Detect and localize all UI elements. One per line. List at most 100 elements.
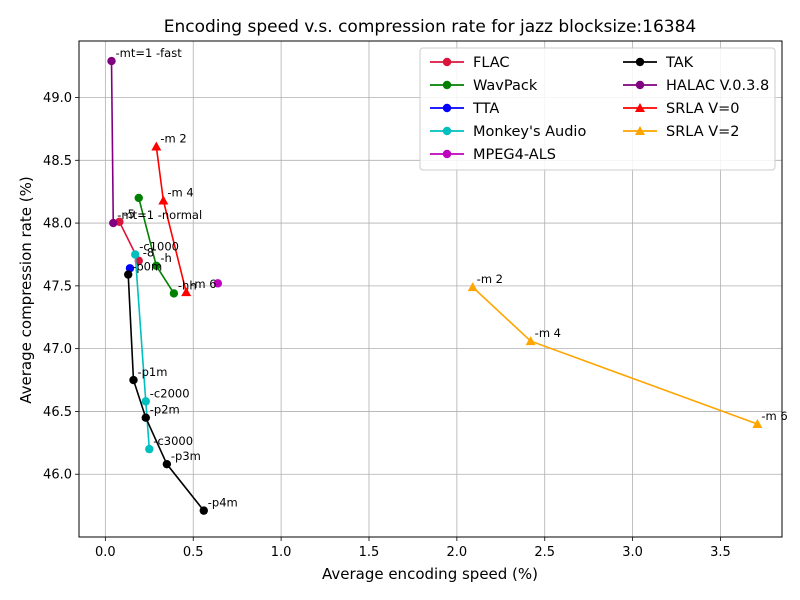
legend-label: HALAC V.0.3.8 xyxy=(666,78,769,94)
legend-marker xyxy=(635,103,645,112)
data-point-monkey-s-audio xyxy=(145,444,154,454)
x-tick-label: 3.5 xyxy=(710,545,731,560)
data-point-tak xyxy=(141,413,150,422)
data-point-halac-v-0-3-8 xyxy=(109,218,118,228)
legend-marker xyxy=(635,57,645,67)
data-point-srla-v-2 xyxy=(752,418,763,428)
legend-label: FLAC xyxy=(473,55,510,71)
point-label: -mt=1 -fast xyxy=(116,46,183,60)
legend-item-monkey-s-audio: Monkey's Audio xyxy=(430,124,586,140)
data-point-srla-v-0 xyxy=(151,141,162,151)
point-annotations: -5 -8 -h -hh -c1000 -c2000 -c3000 -p0m -p1m -p2m -… xyxy=(116,46,788,510)
data-point-srla-v-0 xyxy=(181,287,192,297)
y-tick-label: 48.0 xyxy=(43,217,72,232)
point-label: -c3000 xyxy=(153,434,193,448)
axis-ticks: 0.0 0.5 1.0 1.5 2.0 2.5 3.0 3.5 46.0 46.5 47.0 47.5… xyxy=(43,91,731,560)
legend-label: TTA xyxy=(472,101,499,117)
legend-item-tak: TAK xyxy=(623,55,694,71)
series-tak xyxy=(124,270,208,515)
data-point-srla-v-0 xyxy=(158,195,169,205)
legend-label: MPEG4-ALS xyxy=(473,147,556,163)
data-point-tak xyxy=(162,459,172,469)
series-mpeg4-als xyxy=(213,279,223,288)
point-label: -m 4 xyxy=(167,185,193,199)
chart-title: Encoding speed v.s. compression rate for… xyxy=(164,17,697,37)
plot-frame xyxy=(78,40,783,538)
y-tick-label: 49.0 xyxy=(43,91,72,106)
data-point-wavpack xyxy=(152,261,161,270)
data-point-flac xyxy=(134,256,143,265)
data-point-tak xyxy=(124,270,133,279)
point-label: -8 xyxy=(143,246,154,260)
point-label: -p0m xyxy=(132,260,162,274)
legend-box xyxy=(419,47,776,171)
legend-marker xyxy=(635,80,645,90)
data-point-tak xyxy=(199,506,208,515)
point-label: -mt=1 -normal xyxy=(117,208,202,222)
point-label: -hh xyxy=(178,278,197,292)
legend-label: Monkey's Audio xyxy=(473,124,586,140)
x-tick-label: 2.0 xyxy=(447,545,468,560)
data-point-mpeg4-als xyxy=(213,279,223,288)
legend-item-srla-v-2: SRLA V=2 xyxy=(623,124,740,140)
series-wavpack xyxy=(134,193,179,298)
legend-item-tta: TTA xyxy=(430,101,499,117)
legend-marker xyxy=(442,126,452,136)
data-point-srla-v-2 xyxy=(525,336,536,346)
legend-item-wavpack: WavPack xyxy=(430,78,538,94)
data-point-halac-v-0-3-8 xyxy=(107,56,116,66)
series-srla-v-0 xyxy=(151,141,192,297)
point-label: -5 xyxy=(123,207,134,221)
x-tick-label: 3.0 xyxy=(622,545,643,560)
point-label: -h xyxy=(160,251,171,265)
x-tick-label: 1.0 xyxy=(271,545,292,560)
series-srla-v-2 xyxy=(467,282,763,428)
data-point-wavpack xyxy=(169,289,179,298)
point-label: -m 6 xyxy=(761,409,787,423)
legend-label: SRLA V=0 xyxy=(666,101,740,117)
y-tick-label: 48.5 xyxy=(43,154,72,169)
y-tick-label: 46.0 xyxy=(43,468,72,483)
point-label: -p1m xyxy=(137,365,167,379)
point-label: -p2m xyxy=(150,403,180,417)
point-label: -m 4 xyxy=(535,326,561,340)
legend-marker xyxy=(442,80,452,90)
y-tick-label: 47.5 xyxy=(43,279,72,294)
series-layer xyxy=(107,56,763,515)
data-point-wavpack xyxy=(134,193,143,203)
legend-label: SRLA V=2 xyxy=(666,124,740,140)
legend-item-flac: FLAC xyxy=(430,55,510,71)
y-tick-label: 47.0 xyxy=(43,342,72,357)
data-point-srla-v-2 xyxy=(467,282,478,292)
data-point-monkey-s-audio xyxy=(141,397,150,406)
legend-marker xyxy=(442,103,452,113)
legend-marker xyxy=(442,57,452,67)
x-tick-label: 2.5 xyxy=(534,545,555,560)
x-tick-label: 1.5 xyxy=(359,545,380,560)
point-label: -p3m xyxy=(171,449,201,463)
data-point-monkey-s-audio xyxy=(131,250,140,259)
point-label: -c2000 xyxy=(150,386,190,400)
legend: FLAC WavPack TTA Monkey's Audio MPEG4-ALS TAK… xyxy=(419,47,776,171)
legend-marker xyxy=(635,126,645,135)
point-label: -p4m xyxy=(208,496,238,510)
legend-marker xyxy=(442,149,452,159)
x-tick-label: 0.0 xyxy=(95,545,116,560)
series-halac-v-0-3-8 xyxy=(107,56,118,228)
legend-label: TAK xyxy=(665,55,694,71)
legend-item-srla-v-0: SRLA V=0 xyxy=(623,101,740,117)
x-tick-label: 0.5 xyxy=(183,545,204,560)
point-label: -m 2 xyxy=(477,272,503,286)
legend-label: WavPack xyxy=(473,78,538,94)
series-monkey-s-audio xyxy=(131,250,154,454)
x-axis-title: Average encoding speed (%) xyxy=(322,565,538,583)
data-point-tak xyxy=(129,375,138,385)
y-tick-label: 46.5 xyxy=(43,405,72,420)
legend-item-halac-v-0-3-8: HALAC V.0.3.8 xyxy=(623,78,769,94)
point-label: -m 2 xyxy=(160,131,186,145)
series-line-halac-v-0-3-8 xyxy=(110,61,115,224)
y-axis-title: Average compression rate (%) xyxy=(17,176,35,403)
point-label: -c1000 xyxy=(139,239,179,253)
point-label: -m 6 xyxy=(190,277,216,291)
